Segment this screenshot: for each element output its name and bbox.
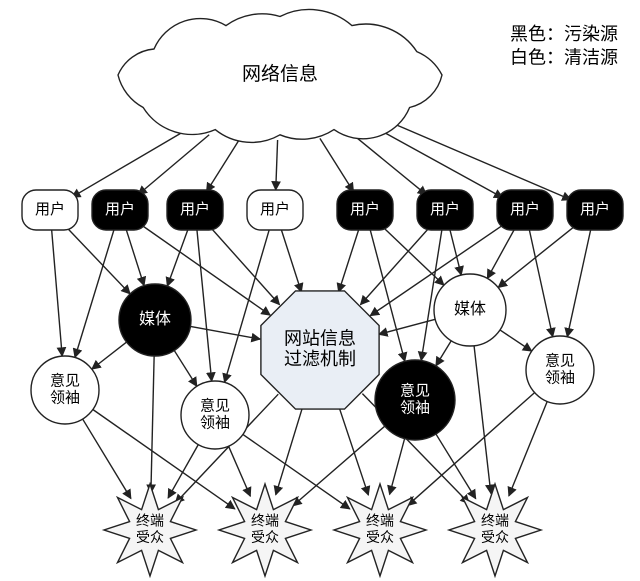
legend-line-1: 白色：清洁源 <box>510 47 618 67</box>
edge-op_bk-a2 <box>293 426 385 506</box>
edge-cloud-u6 <box>353 134 427 194</box>
edge-u6-media2 <box>450 230 461 275</box>
edge-u8-op_r <box>567 230 590 337</box>
node-op_l: 意见领袖 <box>31 356 99 424</box>
edge-u4-filter <box>281 229 301 292</box>
node-a1: 终端受众 <box>104 484 196 576</box>
edge-u3-filter <box>210 227 279 305</box>
node-a2: 终端受众 <box>219 484 311 576</box>
edge-cloud-u7 <box>379 129 503 197</box>
node-op_m: 意见领袖 <box>181 381 249 449</box>
edge-op_m-a1 <box>168 445 198 498</box>
edge-cloud-u5 <box>320 138 354 191</box>
node-u5: 用户 <box>337 190 393 230</box>
nodes-layer: 网络信息用户用户用户用户用户用户用户用户媒体媒体网站信息过滤机制意见领袖意见领袖… <box>22 10 623 576</box>
node-a3: 终端受众 <box>334 484 426 576</box>
legend: 黑色：污染源白色：清洁源 <box>510 24 618 67</box>
edge-u1-op_l <box>52 230 63 356</box>
edge-u5-filter <box>339 229 359 292</box>
edge-u3-media1 <box>167 229 188 286</box>
edge-u2-op_l <box>75 230 114 358</box>
edge-cloud-u3 <box>206 138 240 191</box>
node-media2: 媒体 <box>434 274 506 346</box>
node-u6: 用户 <box>417 190 473 230</box>
edge-cloud-u1 <box>72 130 186 197</box>
edge-media1-op_m <box>174 350 197 386</box>
edge-media2-a4 <box>474 346 491 494</box>
edge-filter-a3 <box>339 408 368 495</box>
node-u1: 用户 <box>22 190 78 230</box>
edge-op_m-a2 <box>229 446 251 496</box>
edge-filter-a2 <box>276 408 302 495</box>
node-media1: 媒体 <box>119 284 191 356</box>
node-u8: 用户 <box>567 190 623 230</box>
edge-media2-op_r <box>500 330 532 351</box>
node-u3: 用户 <box>167 190 223 230</box>
edge-op_bk-a3 <box>390 439 405 495</box>
edge-u8-media2 <box>498 225 576 288</box>
diagram-canvas: 网络信息用户用户用户用户用户用户用户用户媒体媒体网站信息过滤机制意见领袖意见领袖… <box>0 0 640 581</box>
node-filter: 网站信息过滤机制 <box>261 291 379 409</box>
edge-cloud-u2 <box>138 135 209 195</box>
edge-u3-op_m <box>197 230 212 381</box>
node-u4: 用户 <box>247 190 303 230</box>
edge-cloud-u8 <box>396 125 571 200</box>
node-u7: 用户 <box>497 190 553 230</box>
node-a4: 终端受众 <box>449 484 541 576</box>
node-op_r: 意见领袖 <box>526 336 594 404</box>
edge-media1-op_l <box>92 342 127 369</box>
edge-u7-media2 <box>487 229 514 279</box>
edge-op_r-a4 <box>509 401 547 495</box>
edge-media1-filter <box>190 326 260 339</box>
edge-media2-op_bk <box>436 341 451 366</box>
edge-u2-media1 <box>126 230 144 286</box>
edge-cloud-u4 <box>276 140 278 190</box>
edge-media1-a1 <box>151 356 154 493</box>
legend-line-0: 黑色：污染源 <box>510 24 618 44</box>
node-cloud: 网络信息 <box>118 10 442 143</box>
node-op_bk: 意见领袖 <box>375 360 455 440</box>
node-u2: 用户 <box>92 190 148 230</box>
